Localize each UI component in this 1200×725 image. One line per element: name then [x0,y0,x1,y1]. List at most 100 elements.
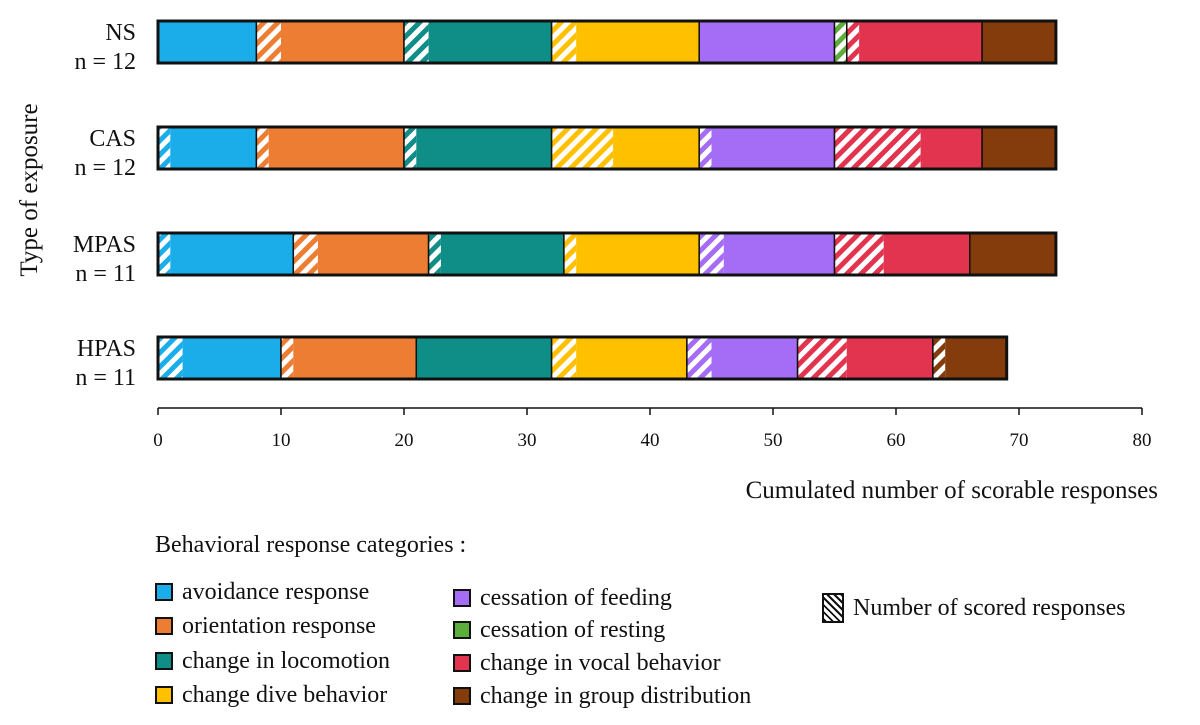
legend-item-feeding: cessation of feeding [453,585,672,611]
bar-segment [613,127,700,169]
legend-item-orientation: orientation response [155,613,376,639]
legend-item-scored: Number of scored responses [822,593,1126,623]
bar-outline [156,335,1009,381]
legend-swatch [155,652,173,670]
bar-segment [268,127,404,169]
bar-segment [158,21,257,63]
x-tick-label: 80 [1133,430,1152,451]
category-n-label: n = 11 [75,365,136,391]
legend-label: cessation of feeding [480,584,672,611]
category-label: NS [105,20,136,46]
bar-segment [982,21,1056,63]
legend-label: change in locomotion [182,647,390,674]
bar-segment [859,21,983,63]
legend-label: change dive behavior [182,681,388,708]
bar-segment-scored [563,233,577,275]
legend-label: cessation of resting [480,616,666,643]
x-tick-label: 60 [887,430,906,451]
x-tick-label: 30 [518,430,537,451]
x-tick-label: 0 [153,430,163,451]
x-tick-label: 20 [395,430,414,451]
bar-segment [945,337,1007,379]
x-tick-label: 10 [272,430,291,451]
bar-segment [440,233,564,275]
bar-segment [883,233,970,275]
legend-item-dive: change dive behavior [155,682,387,708]
bar-segment-scored [699,127,712,169]
legend-item-vocal: change in vocal behavior [453,650,721,676]
bar-segment [920,127,983,169]
bar-segment [170,233,294,275]
bar-segment [281,21,404,63]
bar-segment [576,21,700,63]
bar-segment-scored [158,233,171,275]
bar-segment-scored [281,337,294,379]
legend-swatch [453,621,471,639]
legend-item-group: change in group distribution [453,683,751,709]
bar-segment [846,337,933,379]
bar-segment [170,127,257,169]
bar-segment-scored [551,127,614,169]
legend-item-avoidance: avoidance response [155,579,369,605]
bar-segment [711,127,835,169]
bar-segment-scored [158,127,171,169]
bar-outline [156,231,1058,277]
x-tick-label: 70 [1010,430,1029,451]
legend-label: Number of scored responses [853,594,1126,621]
legend-swatch [155,617,173,635]
bar-segment [969,233,1056,275]
bar-segment-scored [699,233,724,275]
bar-segment [723,233,835,275]
bar-segment [182,337,281,379]
bar-segment-scored [846,21,860,63]
bar-segment-scored [551,337,577,379]
bar-segment-scored [932,337,946,379]
bar-segment-scored [834,127,921,169]
bar-segment-scored [551,21,577,63]
legend-title: Behavioral response categories : [155,532,467,558]
bar-segment-scored [293,233,318,275]
bar-segment-scored [404,127,417,169]
legend-swatch [155,686,173,704]
legend-item-resting: cessation of resting [453,617,665,643]
legend-swatch [453,687,471,705]
x-axis-label: Cumulated number of scorable responses [746,477,1158,504]
x-tick-label: 50 [764,430,783,451]
bar-segment [576,337,687,379]
bar-segment-scored [797,337,847,379]
bar-segment-scored [428,233,441,275]
x-tick-label: 40 [641,430,660,451]
bar-segment [416,337,552,379]
hatch-swatch [822,593,844,623]
bar-outline [156,125,1058,171]
legend-label: change in group distribution [480,682,752,709]
legend-label: orientation response [182,612,376,639]
legend-swatch [453,654,471,672]
legend-swatch [453,589,471,607]
bar-segment [982,127,1056,169]
bar-segment-scored [834,21,847,63]
bar-segment [576,233,700,275]
bar-segment [293,337,417,379]
bar-segment [428,21,552,63]
legend-swatch [155,583,173,601]
bar-segment-scored [256,21,281,63]
category-n-label: n = 11 [75,261,136,287]
stacked-bar-chart: NS n = 12 CAS n = 12 MPAS n = 11 HPAS n = 11 0 1… [16,19,1158,504]
legend-label: change in vocal behavior [480,649,721,676]
category-n-label: n = 12 [74,49,136,75]
bar-outline [156,19,1058,65]
legend-item-locomotion: change in locomotion [155,648,390,674]
bar-segment-scored [256,127,269,169]
y-axis-label: Type of exposure [16,103,43,276]
bar-segment [416,127,552,169]
legend-label: avoidance response [182,578,370,605]
bar-segment [317,233,429,275]
bar-segment-scored [404,21,429,63]
bar-segment-scored [686,337,712,379]
category-label: MPAS [73,232,136,258]
category-label: CAS [89,126,136,152]
category-n-label: n = 12 [74,155,136,181]
bar-segment [711,337,798,379]
category-label: HPAS [77,336,136,362]
